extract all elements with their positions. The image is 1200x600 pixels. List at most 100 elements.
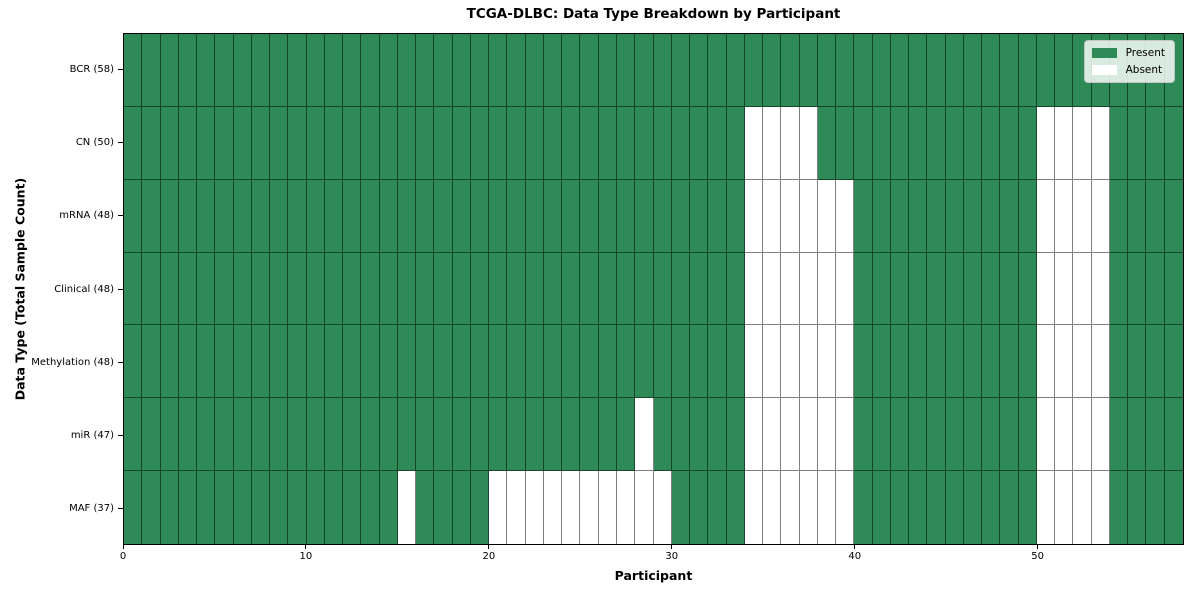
heatmap-cell-present <box>489 325 508 399</box>
heatmap-cell-present <box>270 34 289 107</box>
heatmap-cell-absent <box>397 471 417 544</box>
heatmap-cell-present <box>270 325 289 399</box>
heatmap-cell-present <box>452 325 471 399</box>
heatmap-cell-present <box>890 252 910 326</box>
heatmap-cell-present <box>1109 179 1129 253</box>
heatmap-cell-absent <box>836 252 855 326</box>
heatmap-cell-present <box>142 34 161 107</box>
heatmap-cell-present <box>963 106 983 180</box>
heatmap-cell-absent <box>781 325 800 399</box>
heatmap-cell-present <box>361 471 380 544</box>
heatmap-cell-present <box>708 106 727 180</box>
heatmap-cell-present <box>708 34 727 107</box>
heatmap-cell-absent <box>1036 398 1056 472</box>
heatmap-cell-present <box>507 106 526 180</box>
heatmap-cell-absent <box>817 471 837 544</box>
legend: Present Absent <box>1083 40 1175 83</box>
heatmap-cell-present <box>872 106 891 180</box>
heatmap-cell-absent <box>763 325 782 399</box>
heatmap-cell-present <box>452 106 471 180</box>
heatmap-cell-present <box>215 106 234 180</box>
heatmap-cell-present <box>726 252 745 326</box>
heatmap-cell-present <box>690 398 709 472</box>
present-swatch <box>1091 48 1117 58</box>
heatmap-cell-present <box>872 471 891 544</box>
heatmap-cell-present <box>708 398 727 472</box>
heatmap-cell-present <box>470 398 490 472</box>
heatmap-cell-present <box>726 106 745 180</box>
heatmap-cell-absent <box>1091 106 1110 180</box>
heatmap-cell-present <box>982 398 1001 472</box>
heatmap-cell-present <box>543 106 563 180</box>
heatmap-cell-absent <box>744 471 764 544</box>
x-tick-mark <box>854 545 856 549</box>
heatmap-cell-present <box>197 106 216 180</box>
heatmap-cell-present <box>270 398 289 472</box>
heatmap-cell-absent <box>1091 252 1110 326</box>
x-tick-mark <box>122 545 124 549</box>
heatmap-cell-present <box>178 106 198 180</box>
y-tick-label: Clinical (48) <box>54 283 114 295</box>
heatmap-cell-present <box>854 252 873 326</box>
heatmap-cell-absent <box>836 471 855 544</box>
heatmap-cell-present <box>233 471 252 544</box>
heatmap-cell-present <box>215 325 234 399</box>
heatmap-cell-present <box>1000 398 1019 472</box>
heatmap-cell-absent <box>635 471 654 544</box>
heatmap-cell-present <box>909 34 928 107</box>
heatmap-cell-present <box>671 325 691 399</box>
heatmap-cell-present <box>525 325 544 399</box>
heatmap-cell-present <box>909 398 928 472</box>
heatmap-cell-present <box>288 252 307 326</box>
heatmap-cell-present <box>653 34 672 107</box>
heatmap-cell-present <box>1018 252 1037 326</box>
heatmap-cell-present <box>306 398 325 472</box>
heatmap-cell-present <box>945 34 964 107</box>
heatmap-cell-absent <box>836 179 855 253</box>
heatmap-cell-present <box>945 252 964 326</box>
heatmap-cell-present <box>708 471 727 544</box>
heatmap-cell-present <box>489 34 508 107</box>
heatmap-cell-present <box>854 325 873 399</box>
heatmap-cell-present <box>160 34 179 107</box>
heatmap-cell-present <box>397 179 417 253</box>
heatmap-cell-present <box>1109 252 1129 326</box>
heatmap-cell-present <box>763 34 782 107</box>
heatmap-cell-present <box>507 179 526 253</box>
heatmap-cell-present <box>397 34 417 107</box>
plot-area: Present Absent <box>123 33 1184 545</box>
heatmap-cell-present <box>945 106 964 180</box>
y-tick-label: MAF (37) <box>69 502 114 514</box>
x-tick-label: 30 <box>665 551 679 562</box>
heatmap-cell-present <box>1018 34 1037 107</box>
heatmap-cell-present <box>616 398 636 472</box>
heatmap-cell-present <box>945 179 964 253</box>
heatmap-cell-present <box>1146 179 1165 253</box>
heatmap-cell-absent <box>836 325 855 399</box>
heatmap-cell-present <box>671 471 691 544</box>
heatmap-cell-present <box>306 34 325 107</box>
heatmap-cell-present <box>306 179 325 253</box>
heatmap-cell-present <box>525 252 544 326</box>
heatmap-cell-present <box>1128 179 1147 253</box>
heatmap-cell-present <box>489 398 508 472</box>
heatmap-cell-present <box>1109 325 1129 399</box>
heatmap-cell-present <box>963 34 983 107</box>
heatmap-cell-present <box>598 34 617 107</box>
heatmap-cell-present <box>197 34 216 107</box>
heatmap-cell-present <box>562 398 581 472</box>
heatmap-cell-present <box>379 398 398 472</box>
heatmap-cell-present <box>635 325 654 399</box>
heatmap-cell-present <box>1000 252 1019 326</box>
heatmap-cell-present <box>452 34 471 107</box>
heatmap-cell-present <box>1018 179 1037 253</box>
heatmap-cell-present <box>1055 34 1074 107</box>
heatmap-cell-present <box>361 398 380 472</box>
x-tick-label: 0 <box>119 551 127 562</box>
heatmap-cell-present <box>251 398 271 472</box>
heatmap-cell-present <box>963 325 983 399</box>
heatmap-cell-present <box>562 325 581 399</box>
heatmap-cell-absent <box>817 325 837 399</box>
heatmap-cell-present <box>178 34 198 107</box>
heatmap-cell-present <box>142 179 161 253</box>
